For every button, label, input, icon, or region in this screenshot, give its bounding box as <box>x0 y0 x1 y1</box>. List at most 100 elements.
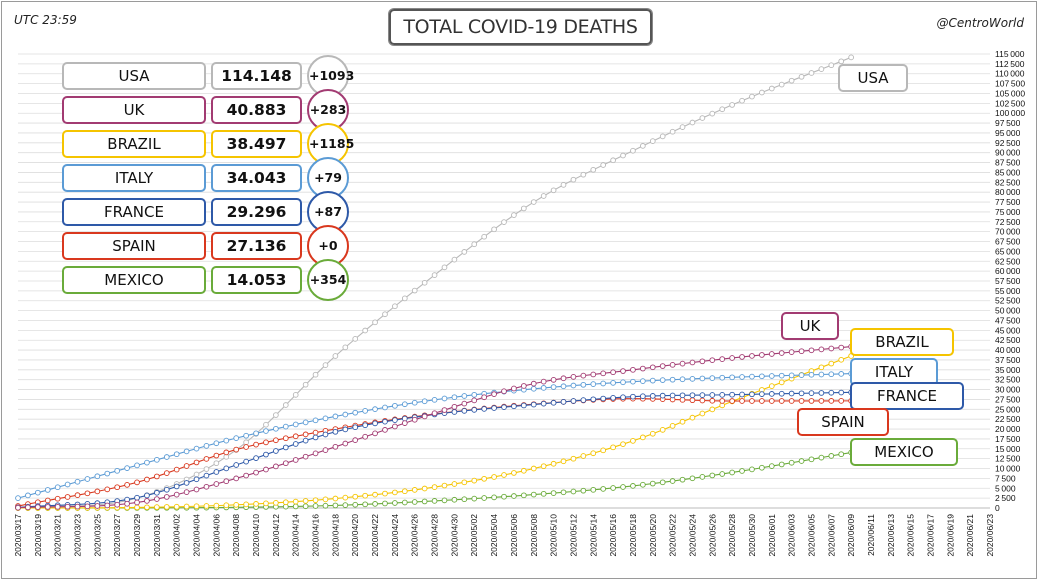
data-point <box>550 187 557 194</box>
data-point <box>739 97 745 104</box>
data-point <box>520 205 527 212</box>
data-point <box>144 504 150 511</box>
y-tick-label: 115 000 <box>995 49 1025 59</box>
x-tick-label: 2020/05/08 <box>529 514 539 557</box>
data-point <box>233 446 240 453</box>
data-point <box>411 499 418 505</box>
data-point <box>610 485 616 491</box>
data-point <box>342 411 349 418</box>
data-point <box>590 166 597 173</box>
data-point <box>451 496 458 503</box>
data-point <box>838 58 845 65</box>
data-point <box>818 390 825 396</box>
data-point <box>669 376 676 383</box>
y-tick-label: 97 500 <box>995 118 1021 128</box>
data-point <box>778 398 785 404</box>
x-tick-label: 2020/06/03 <box>787 514 797 557</box>
data-point <box>491 405 497 411</box>
x-tick-label: 2020/06/07 <box>826 514 836 557</box>
data-point <box>729 355 735 361</box>
data-point <box>739 354 745 360</box>
x-tick-label: 2020/05/14 <box>588 514 598 557</box>
data-point <box>451 403 458 410</box>
data-point <box>421 398 428 405</box>
y-tick-label: 70 000 <box>995 227 1021 237</box>
data-point <box>778 390 785 397</box>
data-point <box>501 219 507 225</box>
x-tick-label: 2020/06/17 <box>925 514 935 557</box>
data-point <box>719 471 726 477</box>
data-point <box>322 362 329 368</box>
data-point <box>372 430 378 437</box>
panel-total: 34.043 <box>211 164 302 192</box>
y-tick-label: 35 000 <box>995 365 1021 375</box>
data-point <box>273 437 279 444</box>
data-point <box>74 478 81 485</box>
data-point <box>54 484 61 491</box>
data-point <box>719 356 726 362</box>
data-point <box>649 480 656 487</box>
data-point <box>620 152 626 159</box>
data-point <box>620 441 626 448</box>
data-point <box>322 431 329 438</box>
data-point <box>144 492 150 499</box>
data-point <box>392 417 398 423</box>
data-point <box>302 503 309 510</box>
data-point <box>312 417 319 424</box>
data-point <box>64 494 71 500</box>
data-point <box>669 392 676 399</box>
data-point <box>84 476 91 482</box>
data-point <box>243 439 249 446</box>
data-point <box>382 311 388 318</box>
data-point <box>183 480 190 486</box>
data-point <box>372 501 378 507</box>
data-point <box>778 372 785 379</box>
data-point <box>749 391 755 398</box>
data-point <box>768 383 775 389</box>
data-point <box>540 463 547 470</box>
data-point <box>302 498 309 504</box>
data-point <box>263 451 269 458</box>
data-point <box>223 437 230 444</box>
data-point <box>620 368 626 374</box>
data-point <box>163 504 170 510</box>
y-tick-label: 112 500 <box>995 59 1025 69</box>
data-point <box>154 456 160 463</box>
y-tick-label: 62 500 <box>995 256 1021 266</box>
data-point <box>124 482 130 488</box>
data-point <box>302 419 309 426</box>
data-point <box>620 394 626 401</box>
y-tick-label: 27 500 <box>995 394 1021 404</box>
x-tick-label: 2020/03/31 <box>152 514 162 557</box>
data-point <box>15 495 21 501</box>
x-tick-label: 2020/04/04 <box>192 514 202 557</box>
data-point <box>560 458 567 465</box>
data-point <box>282 460 289 467</box>
data-point <box>689 375 696 382</box>
data-point <box>183 489 190 495</box>
data-point <box>372 319 378 326</box>
data-point <box>788 459 795 466</box>
data-point <box>818 66 825 72</box>
data-point <box>74 492 81 499</box>
y-tick-label: 15 000 <box>995 444 1021 454</box>
data-point <box>590 371 597 378</box>
data-point <box>550 490 557 496</box>
data-point <box>392 500 398 506</box>
data-point <box>292 433 299 440</box>
series-uk <box>15 343 854 511</box>
data-point <box>590 450 597 457</box>
data-point <box>659 392 666 399</box>
data-point <box>511 470 517 476</box>
data-point <box>679 392 686 399</box>
data-point <box>649 364 656 371</box>
data-point <box>312 450 319 457</box>
y-tick-label: 12 500 <box>995 454 1021 464</box>
data-point <box>749 373 755 380</box>
data-point <box>768 85 775 92</box>
data-point <box>243 472 249 479</box>
data-point <box>530 380 537 387</box>
data-point <box>223 465 230 472</box>
panel-total: 29.296 <box>211 198 302 226</box>
data-point <box>540 400 547 407</box>
